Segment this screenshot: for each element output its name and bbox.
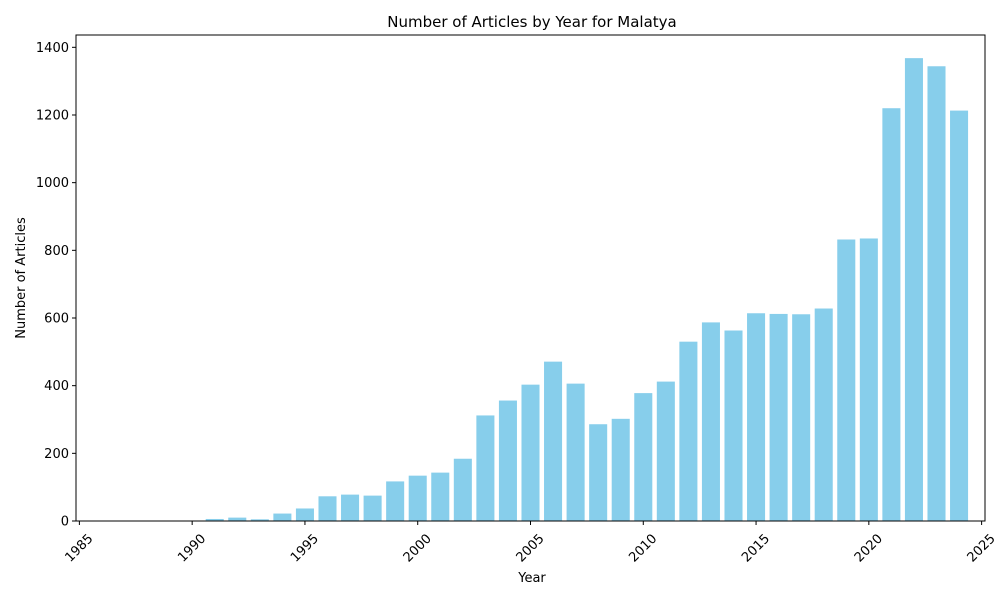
bar-2004 bbox=[498, 400, 517, 521]
x-tick-label: 1995 bbox=[288, 531, 322, 565]
bar-2006 bbox=[544, 361, 563, 521]
plot-frame bbox=[75, 34, 986, 522]
bar-1991 bbox=[205, 518, 224, 521]
bar-2017 bbox=[792, 314, 811, 521]
bar-2022 bbox=[904, 58, 923, 521]
bars-group bbox=[115, 58, 969, 522]
y-tick-label: 200 bbox=[44, 447, 69, 462]
y-axis-label: Number of Articles bbox=[14, 217, 29, 339]
bar-2010 bbox=[634, 393, 653, 521]
y-tick-label: 600 bbox=[44, 311, 69, 326]
bar-2007 bbox=[566, 383, 585, 521]
bar-2021 bbox=[882, 108, 901, 521]
bar-2011 bbox=[656, 381, 675, 521]
bar-2014 bbox=[724, 330, 743, 521]
bar-2002 bbox=[453, 458, 472, 521]
y-tick-label: 1000 bbox=[36, 176, 69, 191]
bar-1995 bbox=[295, 508, 314, 521]
y-tick-label: 400 bbox=[44, 379, 69, 394]
x-tick-label: 2000 bbox=[401, 531, 435, 565]
bar-2013 bbox=[701, 322, 720, 521]
bar-2000 bbox=[408, 475, 427, 521]
chart-title: Number of Articles by Year for Malatya bbox=[387, 13, 676, 31]
bar-1996 bbox=[318, 496, 337, 521]
bar-1999 bbox=[386, 481, 405, 521]
y-tick-label: 1200 bbox=[36, 108, 69, 123]
bar-2019 bbox=[837, 239, 856, 521]
x-tick-label: 2005 bbox=[514, 531, 548, 565]
x-tick-label: 2010 bbox=[626, 531, 660, 565]
bar-2016 bbox=[769, 313, 788, 521]
bar-2024 bbox=[950, 110, 969, 521]
y-axis-ticks: 0 200 400 600 800 1000 1200 1400 bbox=[36, 41, 76, 530]
bar-2008 bbox=[589, 424, 608, 521]
y-tick-label: 0 bbox=[61, 515, 69, 530]
bar-1993 bbox=[250, 519, 269, 521]
bar-2018 bbox=[814, 308, 833, 521]
bar-1997 bbox=[341, 494, 360, 521]
bar-2003 bbox=[476, 415, 495, 521]
bar-2009 bbox=[611, 418, 630, 521]
y-tick-label: 1400 bbox=[36, 41, 69, 56]
x-tick-label: 2025 bbox=[965, 531, 999, 565]
bar-1998 bbox=[363, 495, 382, 521]
bar-1992 bbox=[228, 517, 247, 521]
y-tick-label: 800 bbox=[44, 244, 69, 259]
x-tick-label: 2015 bbox=[739, 531, 773, 565]
x-tick-label: 1985 bbox=[62, 531, 96, 565]
bar-2001 bbox=[431, 472, 450, 521]
bar-2005 bbox=[521, 384, 540, 521]
bar-2015 bbox=[747, 313, 766, 521]
x-tick-label: 1990 bbox=[175, 531, 209, 565]
x-axis-label: Year bbox=[517, 571, 546, 586]
bar-2020 bbox=[859, 238, 878, 522]
bar-1994 bbox=[273, 513, 292, 521]
x-tick-label: 2020 bbox=[852, 531, 886, 565]
x-axis-ticks: 1985 1990 1995 2000 2005 2010 2015 2020 2025 bbox=[62, 521, 999, 565]
bar-2012 bbox=[679, 341, 698, 521]
bar-2023 bbox=[927, 66, 946, 521]
